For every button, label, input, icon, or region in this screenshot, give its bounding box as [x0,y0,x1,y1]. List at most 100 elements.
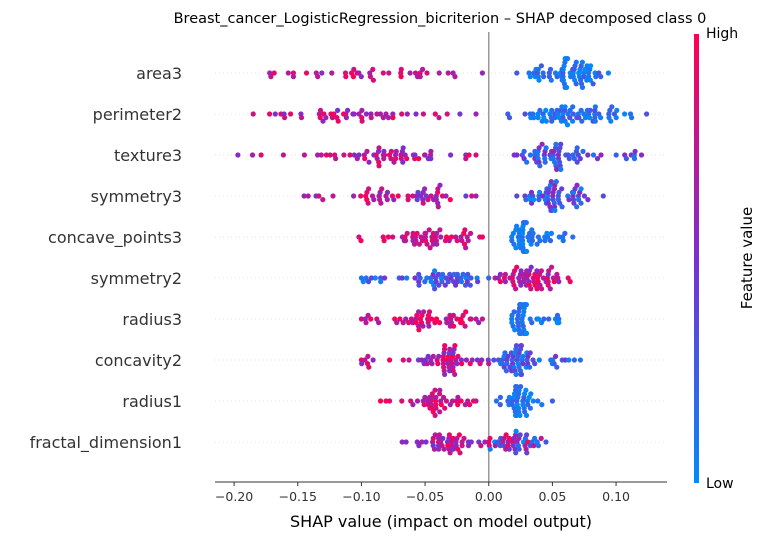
shap-point [459,238,465,244]
shap-point [442,282,448,288]
shap-point [452,343,458,349]
shap-point [455,402,461,408]
shap-point [468,439,474,445]
shap-point [548,179,554,185]
shap-point [578,107,584,113]
shap-point [524,248,530,254]
shap-point [463,245,469,251]
shap-point [535,115,541,121]
feature-labels: area3 perimeter2 texture3 symmetry3 concave_… [30,64,182,453]
shap-point [359,107,365,113]
shap-point [590,152,597,158]
shap-point [419,439,425,445]
shap-point [513,450,519,456]
shap-point [386,70,392,76]
shap-point [479,316,485,322]
shap-point [438,402,444,408]
shap-point [359,118,365,124]
shap-point [460,312,466,318]
shap-point [560,238,566,244]
colorbar-low-label: Low [706,476,734,492]
shap-point [367,74,373,80]
shap-point [539,141,545,147]
shap-point [530,230,536,236]
shap-point [503,432,509,438]
shap-point [465,443,472,449]
shap-point [536,197,542,203]
shap-point [465,238,471,244]
shap-point [535,398,541,404]
shap-point [523,302,530,308]
shap-point [288,111,294,117]
shap-point [506,435,512,441]
shap-point [608,118,614,124]
shap-point [644,111,650,117]
shap-point [537,107,543,113]
shap-point [431,446,437,452]
shap-point [502,271,508,277]
shap-point [540,275,547,281]
shap-point [464,279,470,285]
shap-point [473,398,479,404]
shap-point [454,279,460,285]
shap-point [387,398,393,404]
shap-point [527,405,534,411]
shap-point [613,152,619,158]
shap-point [358,238,364,244]
shap-point [398,74,404,80]
shap-point [548,230,555,236]
shap-point [420,66,426,72]
shap-point [503,368,509,374]
feature-label: area3 [136,64,182,83]
shap-point [447,346,453,352]
shap-point [463,309,469,315]
shap-point [384,189,391,195]
shap-point [420,200,426,206]
shap-point [581,193,588,199]
shap-point [437,387,443,393]
shap-point [412,152,418,158]
shap-point [579,118,585,124]
shap-point [414,230,420,236]
shap-point [566,357,572,363]
shap-point [547,66,554,72]
shap-point [587,77,594,83]
shap-point [323,152,329,158]
x-tick-label: −0.05 [406,489,444,504]
shap-point [358,193,364,199]
shap-point [455,394,461,400]
shap-point [422,152,428,158]
shap-point [363,111,369,117]
shap-point [305,193,311,199]
shap-point [577,156,583,162]
shap-point [426,309,433,315]
x-axis-ticks: −0.20 −0.15 −0.10 −0.05 0.00 0.05 0.10 [215,482,630,504]
shap-point [404,156,410,162]
shap-point [538,63,545,69]
shap-point [570,118,576,124]
shap-point [518,268,524,274]
shap-point [323,115,329,121]
shap-point [473,111,479,117]
shap-point [517,412,523,418]
colorbar-high-label: High [706,26,738,42]
shap-point [435,271,442,277]
shap-point [448,234,455,240]
shap-point [399,398,405,404]
shap-point [317,115,323,121]
shap-point [534,268,540,274]
shap-point [577,357,584,363]
shap-point [436,353,442,359]
shap-point [414,398,421,404]
shap-point [524,159,530,165]
shap-point [368,316,374,322]
shap-point [529,320,535,326]
shap-point [303,70,310,76]
shap-point [547,238,554,244]
shap-point [404,230,410,236]
shap-point [432,432,438,438]
shap-point [559,186,565,192]
shap-point [447,368,453,374]
feature-label: concavity2 [95,351,182,370]
shap-point [398,66,404,72]
